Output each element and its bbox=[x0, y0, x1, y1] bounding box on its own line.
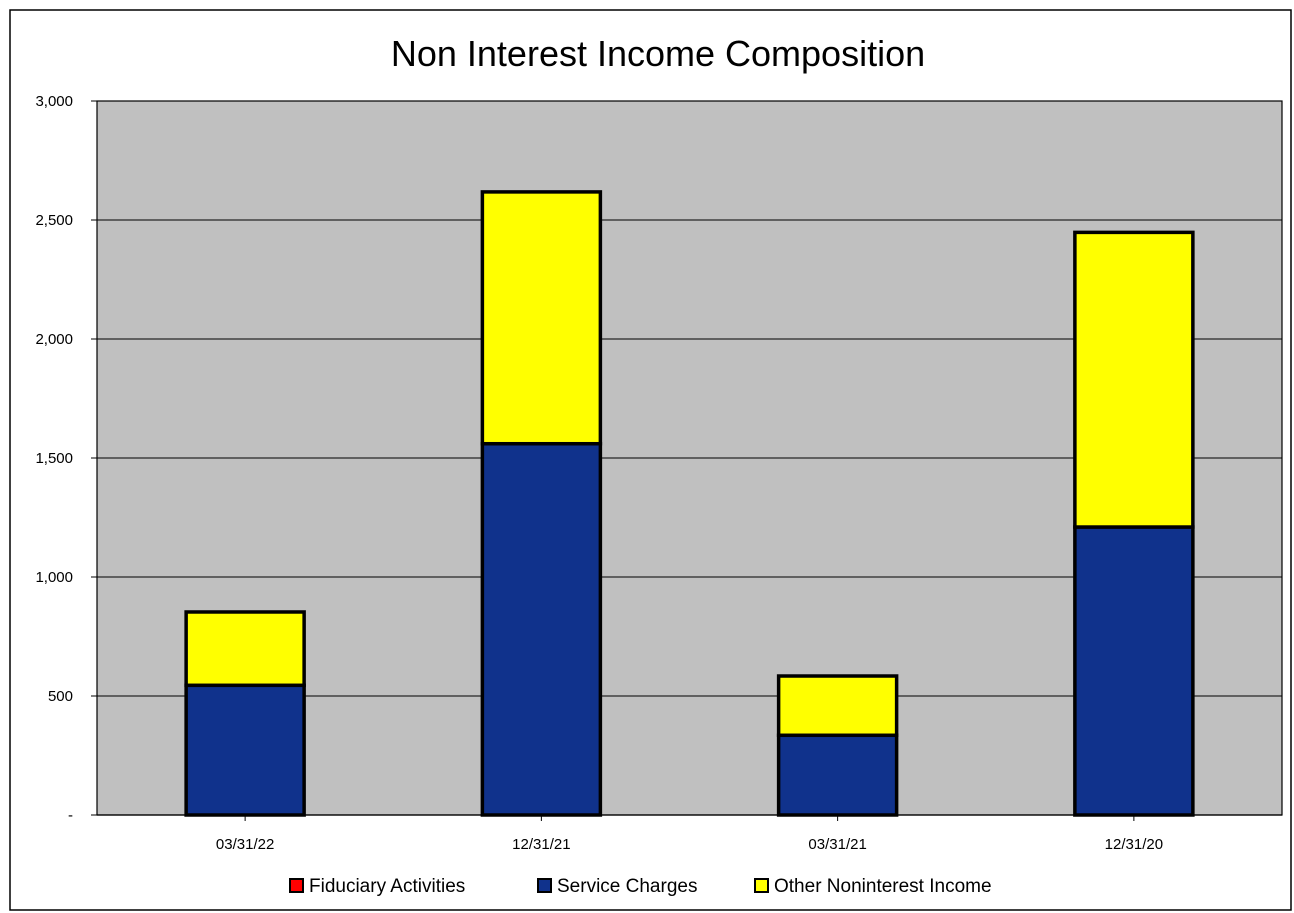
bar-segment bbox=[184, 683, 306, 817]
bar-segment bbox=[1073, 230, 1195, 529]
bar-segment bbox=[776, 733, 899, 817]
legend-swatch bbox=[289, 878, 304, 893]
legend: Fiduciary Activities Service Charges Other… bbox=[289, 876, 992, 897]
legend-swatch bbox=[537, 878, 552, 893]
bar-segment bbox=[1073, 525, 1195, 817]
y-tick-label: 1,000 bbox=[35, 569, 73, 586]
y-tick-label: 1,500 bbox=[35, 450, 73, 467]
bar-segment bbox=[184, 610, 306, 688]
chart-title: Non Interest Income Composition bbox=[391, 33, 925, 74]
bar-segment bbox=[776, 674, 899, 738]
y-tick-label: 3,000 bbox=[35, 93, 73, 110]
bar-segment bbox=[480, 441, 603, 817]
bars bbox=[184, 190, 1195, 817]
legend-label: Other Noninterest Income bbox=[774, 876, 992, 897]
y-tick-label: 2,000 bbox=[35, 331, 73, 348]
legend-swatch bbox=[754, 878, 769, 893]
y-tick-label: - bbox=[68, 807, 73, 824]
y-tick-label: 2,500 bbox=[35, 212, 73, 229]
x-tick-label: 03/31/22 bbox=[216, 836, 274, 853]
legend-label: Service Charges bbox=[557, 876, 697, 897]
legend-label: Fiduciary Activities bbox=[309, 876, 465, 897]
x-tick-label: 03/31/21 bbox=[808, 836, 866, 853]
y-tick-label: 500 bbox=[48, 688, 73, 705]
x-tick-label: 12/31/21 bbox=[512, 836, 570, 853]
bar-segment bbox=[480, 190, 603, 446]
y-axis: - 500 1,000 1,500 2,000 2,500 3,000 bbox=[35, 93, 97, 824]
x-tick-label: 12/31/20 bbox=[1105, 836, 1163, 853]
